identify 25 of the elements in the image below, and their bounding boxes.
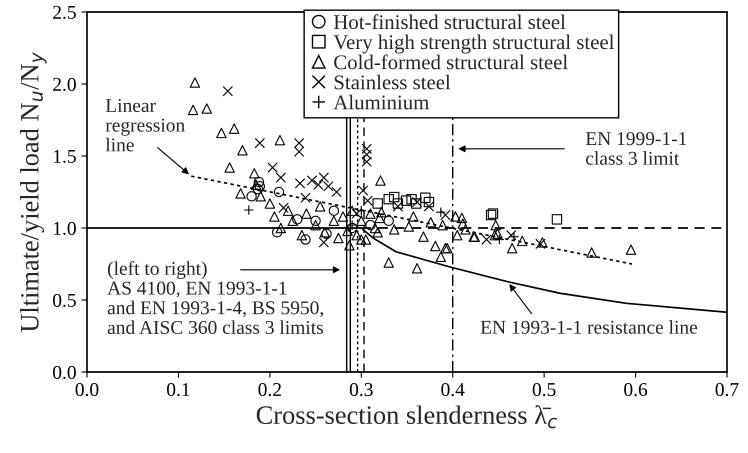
x-tick-label: 0.2	[258, 382, 281, 396]
x-tick-label: 0.0	[76, 382, 98, 396]
legend-label: Hot-finished structural steel	[334, 14, 566, 30]
annotation: (left to right) AS 4100, EN 1993-1-1 and EN 1993-1-4, BS 5950, and AISC 360 class 3 limits	[107, 261, 324, 334]
annotation: Linear regression line	[106, 99, 185, 152]
y-tick-label: 2.5	[53, 6, 76, 20]
x-tick-label: 0.4	[441, 382, 465, 396]
x-tick-label: 0.1	[167, 382, 190, 396]
y-tick-label: 1.0	[54, 222, 76, 236]
x-tick-label: 0.3	[350, 382, 373, 396]
legend-label: Aluminium	[334, 94, 430, 110]
y-tick-label: 0.0	[53, 366, 76, 380]
annotation: EN 1993-1-1 resistance line	[480, 320, 698, 334]
y-tick-label: 2.0	[53, 78, 76, 92]
y-tick-label: 1.5	[54, 150, 76, 164]
x-tick-label: 0.7	[716, 382, 739, 396]
legend-label: Very high strength structural steel	[334, 34, 614, 54]
y-axis-title: Ultimate/yield load N$_{u}$/N$_{y}$	[20, 52, 47, 332]
legend-label: Cold-formed structural steel	[334, 54, 568, 70]
legend-label: Stainless steel	[334, 74, 450, 90]
annotation: EN 1999-1-1 class 3 limit	[586, 132, 686, 165]
y-tick-label: 0.5	[53, 294, 76, 308]
x-tick-label: 0.6	[624, 382, 648, 396]
x-tick-label: 0.5	[532, 382, 556, 396]
x-axis-title: Cross-section slenderness λ̄$_{c}$	[256, 405, 558, 428]
